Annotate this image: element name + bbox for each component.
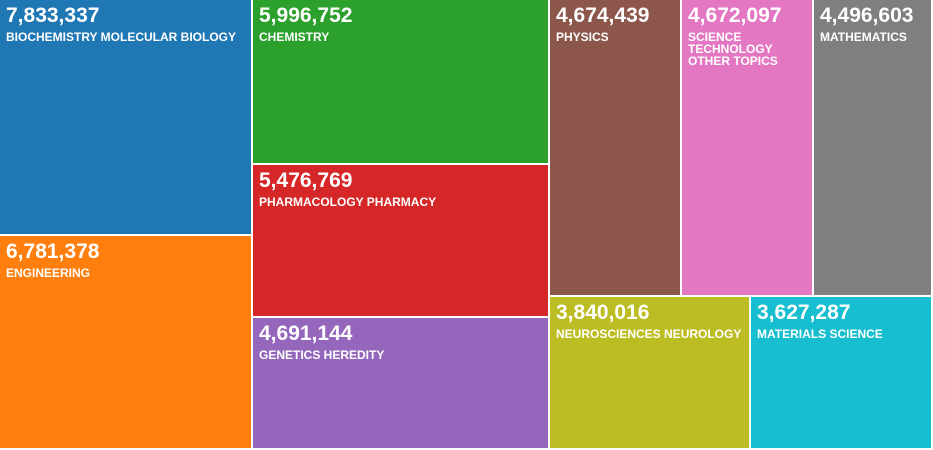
tile-category-label: GENETICS HEREDITY <box>259 348 385 362</box>
tile-category-label: PHARMACOLOGY PHARMACY <box>259 195 437 209</box>
tile-category-label: SCIENCE TECHNOLOGY OTHER TOPICS <box>688 30 778 68</box>
treemap-tile: 5,996,752 CHEMISTRY <box>253 0 548 163</box>
tile-value-label: 7,833,337 <box>6 4 100 27</box>
tile-value-label: 5,996,752 <box>259 4 353 27</box>
treemap-tile: 4,496,603 MATHEMATICS <box>814 0 931 295</box>
treemap-tile: 6,781,378 ENGINEERING <box>0 236 251 448</box>
tile-value-label: 6,781,378 <box>6 240 100 263</box>
treemap-tile: 5,476,769 PHARMACOLOGY PHARMACY <box>253 165 548 316</box>
tile-category-label: ENGINEERING <box>6 266 91 280</box>
tile-category-label: MATERIALS SCIENCE <box>757 327 883 341</box>
tile-value-label: 4,691,144 <box>259 322 353 345</box>
tile-category-label: MATHEMATICS <box>820 30 907 44</box>
treemap-tile: 4,674,439 PHYSICS <box>550 0 680 295</box>
tile-value-label: 3,840,016 <box>556 301 650 324</box>
treemap-tile: 7,833,337 BIOCHEMISTRY MOLECULAR BIOLOGY <box>0 0 251 234</box>
treemap-tile: 4,691,144 GENETICS HEREDITY <box>253 318 548 448</box>
tile-value-label: 4,672,097 <box>688 4 782 27</box>
tile-category-label: NEUROSCIENCES NEUROLOGY <box>556 327 742 341</box>
tile-category-label: CHEMISTRY <box>259 30 330 44</box>
tile-value-label: 3,627,287 <box>757 301 851 324</box>
tile-value-label: 4,496,603 <box>820 4 914 27</box>
tile-value-label: 5,476,769 <box>259 169 353 192</box>
treemap-tile: 4,672,097 SCIENCE TECHNOLOGY OTHER TOPICS <box>682 0 812 295</box>
tile-category-label: BIOCHEMISTRY MOLECULAR BIOLOGY <box>6 30 237 44</box>
treemap-tile: 3,840,016 NEUROSCIENCES NEUROLOGY <box>550 297 749 448</box>
treemap-tile: 3,627,287 MATERIALS SCIENCE <box>751 297 931 448</box>
tile-value-label: 4,674,439 <box>556 4 650 27</box>
tile-category-label: PHYSICS <box>556 30 609 44</box>
